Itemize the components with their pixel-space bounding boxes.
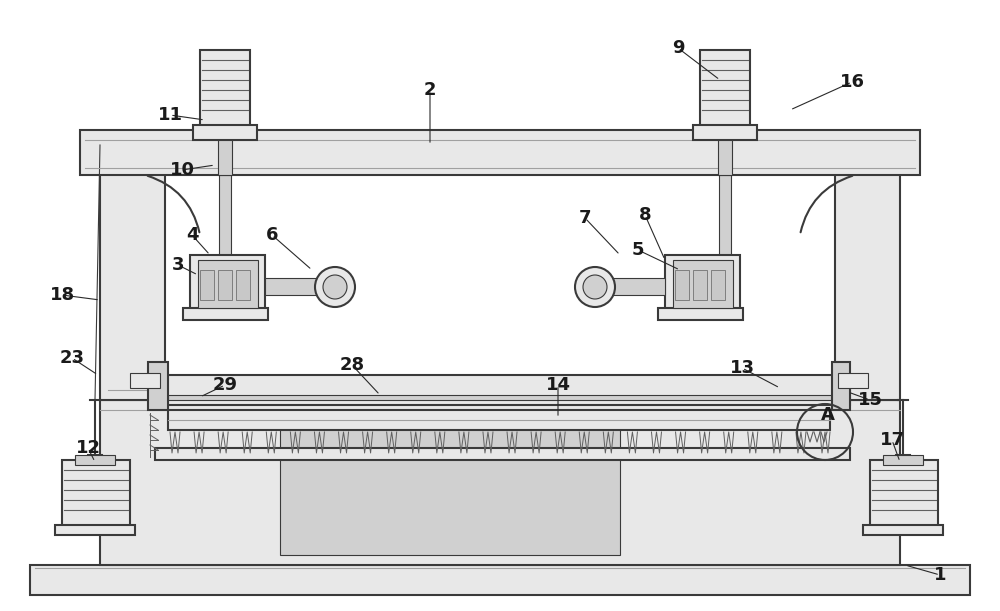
- Circle shape: [315, 267, 355, 307]
- Text: 6: 6: [266, 226, 278, 244]
- Circle shape: [583, 275, 607, 299]
- Bar: [168, 395, 838, 400]
- Circle shape: [323, 275, 347, 299]
- Bar: [693, 270, 707, 300]
- Bar: [832, 362, 850, 410]
- Bar: [100, 140, 165, 400]
- Text: 13: 13: [730, 359, 755, 377]
- Text: 10: 10: [170, 161, 194, 179]
- Bar: [190, 255, 265, 315]
- Text: 3: 3: [172, 256, 184, 274]
- Bar: [193, 125, 257, 140]
- Text: 23: 23: [60, 349, 84, 367]
- Text: 4: 4: [186, 226, 198, 244]
- Text: 28: 28: [339, 356, 365, 374]
- Bar: [219, 175, 231, 255]
- Text: 14: 14: [546, 376, 570, 394]
- Bar: [55, 525, 135, 535]
- Text: A: A: [821, 406, 835, 424]
- Bar: [200, 270, 214, 300]
- Bar: [218, 140, 232, 175]
- Bar: [62, 460, 130, 530]
- Text: 17: 17: [880, 431, 904, 449]
- Bar: [236, 270, 250, 300]
- Bar: [30, 565, 970, 595]
- Bar: [198, 260, 258, 308]
- Text: 5: 5: [632, 241, 644, 259]
- Bar: [100, 400, 900, 565]
- Text: 18: 18: [49, 286, 75, 304]
- Bar: [200, 50, 250, 130]
- Bar: [719, 175, 731, 255]
- Bar: [838, 373, 868, 388]
- Bar: [718, 140, 732, 175]
- Text: 29: 29: [212, 376, 238, 394]
- Bar: [148, 362, 168, 410]
- Bar: [673, 260, 733, 308]
- Text: 1: 1: [934, 566, 946, 584]
- Text: 2: 2: [424, 81, 436, 99]
- Bar: [280, 425, 620, 555]
- Bar: [693, 125, 757, 140]
- Bar: [183, 308, 268, 320]
- Text: 11: 11: [158, 106, 182, 124]
- Bar: [711, 270, 725, 300]
- Text: 8: 8: [639, 206, 651, 224]
- Bar: [168, 410, 830, 430]
- Bar: [700, 50, 750, 130]
- Circle shape: [575, 267, 615, 307]
- Bar: [265, 278, 335, 295]
- Bar: [218, 270, 232, 300]
- Bar: [595, 278, 665, 295]
- Bar: [130, 373, 160, 388]
- Bar: [863, 525, 943, 535]
- Bar: [80, 130, 920, 175]
- Bar: [155, 448, 850, 460]
- Bar: [658, 308, 743, 320]
- Bar: [675, 270, 689, 300]
- Bar: [870, 460, 938, 530]
- Text: 12: 12: [76, 439, 100, 457]
- Text: 16: 16: [840, 73, 864, 91]
- Text: 15: 15: [858, 391, 883, 409]
- Bar: [883, 455, 923, 465]
- Text: 7: 7: [579, 209, 591, 227]
- Bar: [835, 140, 900, 400]
- Bar: [75, 455, 115, 465]
- Bar: [155, 375, 850, 405]
- Text: 9: 9: [672, 39, 684, 57]
- Bar: [665, 255, 740, 315]
